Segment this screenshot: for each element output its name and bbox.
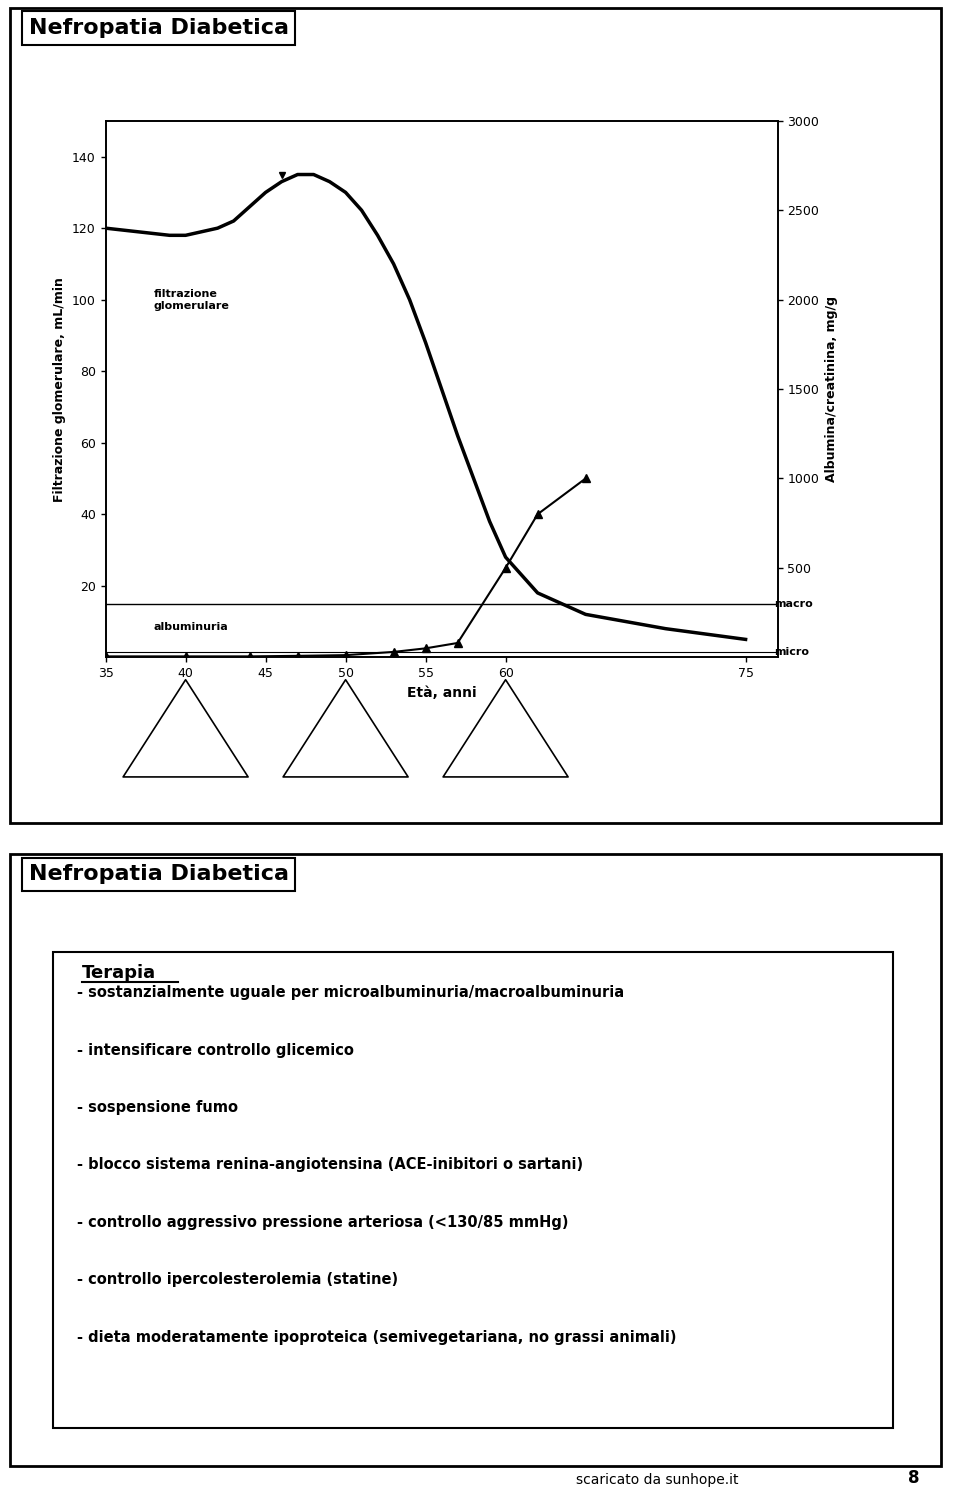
Text: - blocco sistema renina-angiotensina (ACE-inibitori o sartani): - blocco sistema renina-angiotensina (AC… [77,1157,583,1173]
Text: - sostanzialmente uguale per microalbuminuria/macroalbuminuria: - sostanzialmente uguale per microalbumi… [77,985,624,1000]
Text: Nefropatia Diabetica: Nefropatia Diabetica [29,18,289,38]
Text: inizio
diabete: inizio diabete [162,740,209,762]
Y-axis label: Albumina/creatinina, mg/g: Albumina/creatinina, mg/g [825,296,838,482]
Text: micro: micro [775,647,809,657]
X-axis label: Età, anni: Età, anni [407,686,476,700]
Text: scaricato da sunhope.it: scaricato da sunhope.it [576,1473,738,1487]
Text: - controllo ipercolesterolemia (statine): - controllo ipercolesterolemia (statine) [77,1272,398,1287]
Text: - dieta moderatamente ipoproteica (semivegetariana, no grassi animali): - dieta moderatamente ipoproteica (semiv… [77,1330,676,1345]
Text: macro: macro [775,598,813,609]
Y-axis label: Filtrazione glomerulare, mL/min: Filtrazione glomerulare, mL/min [54,277,66,502]
Text: 8: 8 [908,1469,920,1487]
Text: - intensificare controllo glicemico: - intensificare controllo glicemico [77,1043,353,1058]
Text: - controllo aggressivo pressione arteriosa (<130/85 mmHg): - controllo aggressivo pressione arterio… [77,1215,568,1230]
Text: Nefropatia Diabetica: Nefropatia Diabetica [29,864,289,884]
Text: albuminuria: albuminuria [154,621,228,632]
Text: inizio
nefropatia
diabetica: inizio nefropatia diabetica [313,740,378,774]
Text: Terapia: Terapia [82,964,156,982]
Text: inizio
emodialisi: inizio emodialisi [474,740,538,762]
Text: - sospensione fumo: - sospensione fumo [77,1100,238,1115]
Text: filtrazione
glomerulare: filtrazione glomerulare [154,289,229,311]
